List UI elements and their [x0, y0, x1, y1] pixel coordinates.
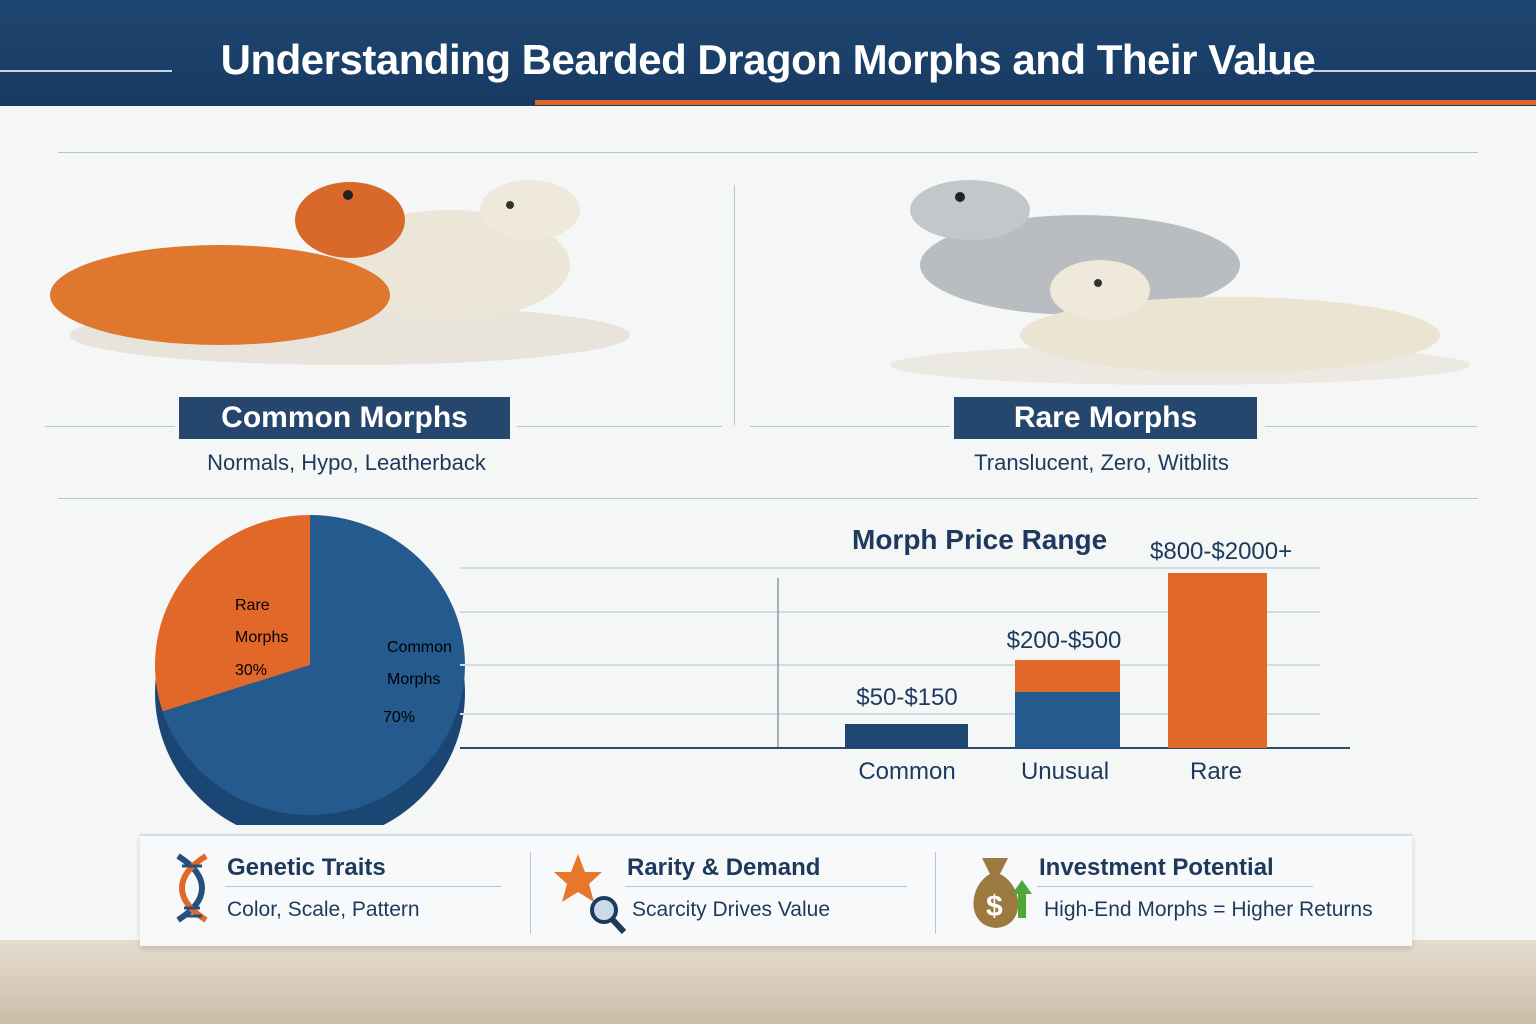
rare-morphs-label: Rare Morphs: [954, 397, 1257, 439]
divider: [530, 852, 531, 934]
bar-common: [845, 724, 968, 748]
bar-chart-title: Morph Price Range: [852, 524, 1108, 555]
accent-stripe: [535, 100, 1536, 105]
pie-label-common-pct: 70%: [383, 709, 415, 726]
rare-morphs-illustration: [890, 180, 1470, 385]
divider: [0, 70, 172, 72]
divider: [1265, 426, 1477, 427]
common-morphs-illustration: [50, 180, 630, 365]
dna-icon: [176, 853, 208, 923]
rare-morphs-examples: Translucent, Zero, Witblits: [974, 450, 1229, 475]
pie-slice-rare-morphs: [154, 515, 310, 712]
info-text: Color, Scale, Pattern: [227, 898, 420, 921]
divider: [750, 426, 950, 427]
bar-data-label: $800-$2000+: [1150, 538, 1293, 565]
divider: [58, 498, 1478, 499]
divider: [625, 886, 907, 887]
x-tick-label: Unusual: [1021, 758, 1109, 785]
info-text: Scarcity Drives Value: [632, 898, 831, 921]
ground-decoration: [0, 940, 1536, 1024]
header-banner: Understanding Bearded Dragon Morphs and …: [0, 0, 1536, 106]
bar-data-label: $50-$150: [856, 684, 957, 711]
common-morphs-label: Common Morphs: [179, 397, 510, 439]
divider: [58, 152, 1478, 153]
info-title: Investment Potential: [1039, 854, 1274, 881]
divider: [45, 426, 175, 427]
divider: [1242, 70, 1536, 72]
bar-chart: $50-$150 $200-$500 Common Unusual Rare: [460, 567, 1350, 785]
money-bag-icon: $: [973, 858, 1032, 928]
pie-label-rare: Morphs: [235, 629, 288, 646]
bar-unusual: [1015, 692, 1120, 748]
info-title: Genetic Traits: [227, 854, 386, 881]
divider: [225, 886, 501, 887]
pie-label-common: Common: [387, 639, 452, 656]
pie-chart: Rare Morphs 30% Common Morphs 70%: [154, 515, 466, 825]
pie-label-common: Morphs: [387, 671, 440, 688]
pie-label-rare: Rare: [235, 597, 270, 614]
common-morphs-examples: Normals, Hypo, Leatherback: [207, 450, 486, 475]
bar-unusual: [1015, 660, 1120, 692]
info-text: High-End Morphs = Higher Returns: [1044, 898, 1373, 921]
divider: [734, 185, 735, 425]
info-title: Rarity & Demand: [627, 854, 821, 881]
x-tick-label: Rare: [1190, 758, 1242, 785]
info-bar: Genetic Traits Color, Scale, Pattern Rar…: [140, 834, 1412, 946]
page-title: Understanding Bearded Dragon Morphs and …: [220, 36, 1316, 83]
divider: [935, 852, 936, 934]
star-magnifier-icon: [554, 854, 627, 934]
svg-text:$: $: [986, 890, 1003, 923]
bar-rare: [1168, 573, 1267, 748]
pie-slice-common-morphs: [162, 515, 466, 815]
pie-label-rare-pct: 30%: [235, 662, 267, 679]
bar-data-label: $200-$500: [1007, 627, 1122, 654]
x-tick-label: Common: [858, 758, 955, 785]
divider: [1037, 886, 1313, 887]
divider: [517, 426, 722, 427]
